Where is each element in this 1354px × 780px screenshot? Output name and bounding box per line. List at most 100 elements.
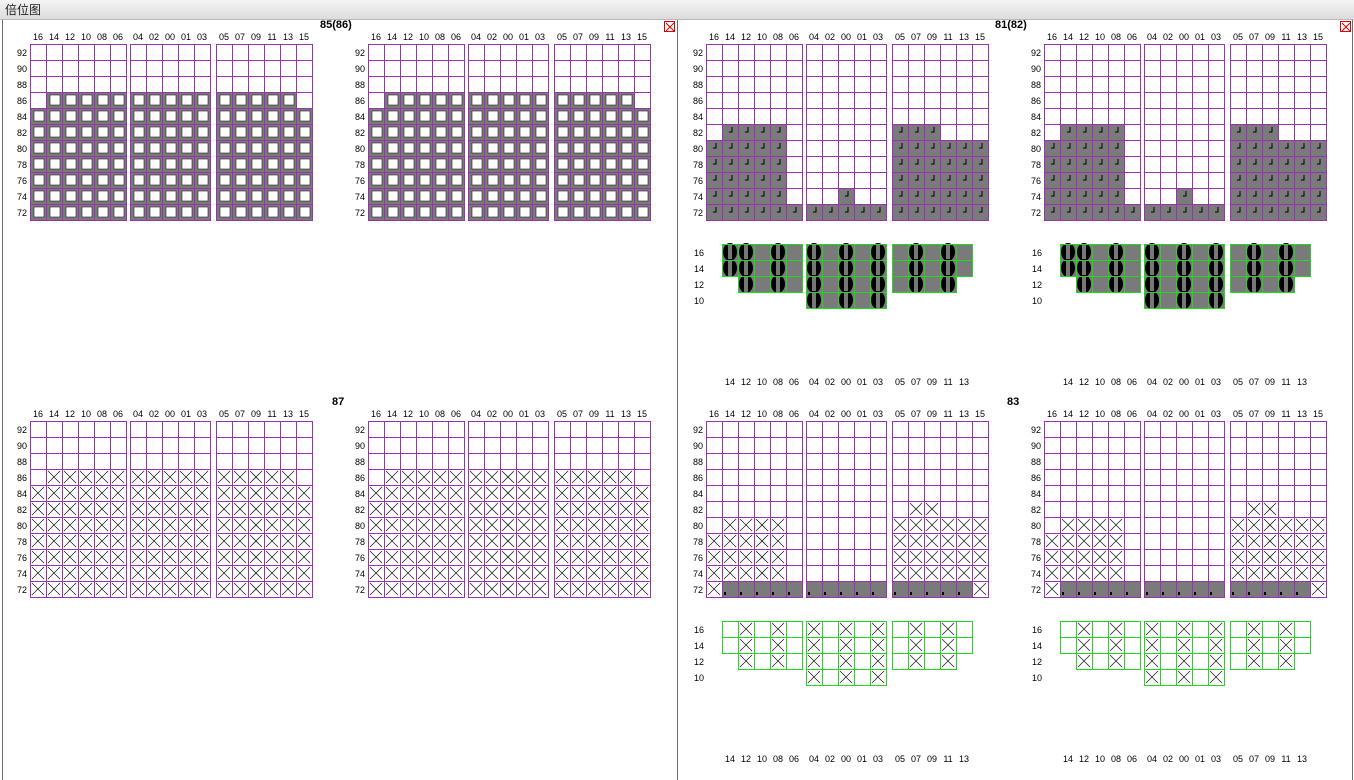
deck-slot [432,44,449,61]
bay83-left-hold-col-label-00: 00 [841,754,851,764]
blocked-slot-icon [1093,534,1107,548]
bay81-left-col-label-11: 11 [943,32,952,42]
deck-slot [1124,172,1141,189]
blocked-slot-icon [771,534,785,548]
deck-slot [870,565,887,582]
bay85-right-col-label-14: 14 [387,32,397,42]
reefer-plug-icon [914,244,918,260]
deck-slot [194,453,211,470]
deck-slot [1208,549,1225,566]
deck-slot [1246,108,1263,125]
container-slot [1160,244,1176,260]
blocked-slot-icon [1263,534,1277,548]
deck-slot [162,437,179,454]
blocked-slot-icon [31,518,45,532]
blocked-slot-icon [1279,654,1293,668]
deck-slot [602,421,619,438]
deck-slot [838,60,855,77]
container-mark-icon [1115,159,1119,165]
deck-slot [972,60,989,77]
deck-slot [500,453,517,470]
bay81-right-col-label-15: 15 [1313,32,1323,42]
deck-slot [1230,437,1247,454]
blocked-slot-icon [95,486,109,500]
bay85-left-col-label-12: 12 [65,32,75,42]
container-mark-icon [1083,143,1087,149]
blocked-slot-icon [79,550,93,564]
container-box-icon [299,110,311,122]
deck-slot [146,76,163,93]
deck-slot [924,421,941,438]
bay81-right-row-label-80: 80 [1031,144,1041,154]
blocked-slot-icon [893,566,907,580]
bay81-left-col-label-09: 09 [927,32,937,42]
bay87-left-row-label-86: 86 [17,473,27,483]
container-box-icon [621,190,633,202]
blocked-slot-icon [973,534,987,548]
blocked-slot-icon [249,534,263,548]
bay81-right-hold-row-label-14: 14 [1032,264,1042,274]
hold-slot [822,637,839,654]
blocked-slot-icon [63,550,77,564]
deck-slot [368,76,385,93]
deck-slot [448,44,465,61]
deck-slot [1208,469,1225,486]
deck-slot [532,581,549,598]
deck-slot [1310,485,1327,502]
bay81-left-col-label-03: 03 [873,32,883,42]
reefer-plug-icon [1114,276,1118,292]
blocked-slot-icon [147,486,161,500]
reefer-plug-icon [1182,292,1186,308]
container-box-icon [487,190,499,202]
close-icon[interactable] [1340,21,1351,32]
bay83-right-hold-col-label-13: 13 [1297,754,1307,764]
blocked-slot-icon [297,534,311,548]
blocked-slot-icon [1279,638,1293,652]
blocked-slot-icon [517,518,531,532]
deck-slot [786,533,803,550]
deck-slot [786,469,803,486]
container-box-icon [403,110,415,122]
container-mark-icon [1269,191,1273,197]
blocked-slot-icon [297,566,311,580]
container-mark-icon [745,175,749,181]
deck-slot [1208,44,1225,61]
blocked-slot-icon [839,670,853,684]
deck-slot [1278,453,1295,470]
bay83-left-row-label-86: 86 [693,473,703,483]
container-box-icon [487,206,499,218]
bay87-right-col-label-04: 04 [471,409,481,419]
deck-slot [722,469,739,486]
deck-slot [806,469,823,486]
deck-slot [738,421,755,438]
container-mark-icon [1126,592,1128,595]
container-box-icon [267,110,279,122]
deck-slot [806,108,823,125]
bay87-right-col-label-01: 01 [519,409,529,419]
container-box-icon [197,158,209,170]
bay87-left-col-label-05: 05 [219,409,229,419]
deck-slot [216,44,233,61]
hold-slot [1208,292,1225,309]
deck-slot [94,437,111,454]
deck-slot [892,108,909,125]
bay83-right-col-label-12: 12 [1079,409,1089,419]
deck-slot [1192,485,1209,502]
container-mark-icon [1067,159,1071,165]
deck-slot [706,124,723,141]
blocked-slot-icon [433,582,447,596]
deck-slot [532,453,549,470]
bay81-left-col-label-16: 16 [709,32,719,42]
reefer-plug-icon [1214,292,1218,308]
deck-slot [854,156,871,173]
deck-slot [1144,172,1161,189]
container-mark-icon [1210,592,1212,595]
container-box-icon [251,110,263,122]
close-icon[interactable] [664,21,675,32]
deck-slot [1208,156,1225,173]
deck-slot [854,188,871,205]
blocked-slot-icon [707,566,721,580]
deck-slot [738,453,755,470]
deck-slot [1230,92,1247,109]
deck-slot [1294,124,1311,141]
